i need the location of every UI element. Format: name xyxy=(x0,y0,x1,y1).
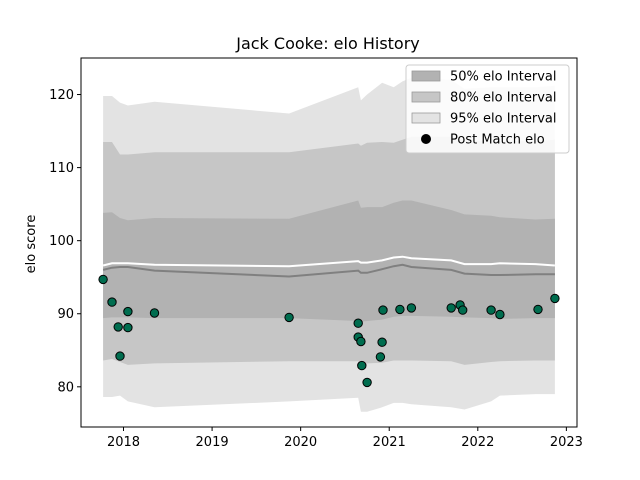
post-match-elo-point xyxy=(353,318,363,328)
post-match-elo-point xyxy=(123,306,133,317)
axes-frame xyxy=(80,57,578,428)
x-tick-label: 2022 xyxy=(461,435,494,450)
mean-elo-line xyxy=(102,255,555,268)
chart-title: Jack Cooke: elo History xyxy=(235,34,420,53)
post-match-elo-point xyxy=(375,352,386,362)
post-match-elo-point xyxy=(357,360,367,371)
post-match-elo-point xyxy=(550,293,560,304)
post-match-elo-point xyxy=(377,337,387,347)
axes: 2018 2019 2020 2021 2022 2023 80 90 100 110 120 xyxy=(49,57,583,450)
post-match-elo-point xyxy=(362,377,372,388)
legend-marker-point xyxy=(421,134,431,144)
legend-label: 50% elo Interval xyxy=(450,70,557,85)
legend-swatch-band xyxy=(411,112,441,124)
post-match-elo-point xyxy=(495,309,505,320)
y-tick-label: 120 xyxy=(49,88,74,103)
post-match-elo-point xyxy=(356,336,366,347)
x-tick-label: 2018 xyxy=(107,435,140,450)
x-tick-label: 2019 xyxy=(196,435,229,450)
post-match-elo-point xyxy=(284,312,294,323)
post-match-elo-point xyxy=(406,303,417,313)
legend-label: 95% elo Interval xyxy=(450,112,557,127)
legend-box xyxy=(405,64,570,154)
x-tick-label: 2020 xyxy=(284,435,317,450)
x-tick-label: 2023 xyxy=(550,435,583,450)
y-axis-label: elo score xyxy=(24,215,39,274)
post-match-elo-point xyxy=(533,304,543,315)
legend: 50% elo Interval 80% elo Interval 95% elo … xyxy=(405,64,570,154)
post-match-elo-point xyxy=(107,297,117,307)
post-match-elo-point xyxy=(458,305,468,315)
y-tick-label: 90 xyxy=(57,307,74,322)
y-tick-label: 110 xyxy=(49,161,74,176)
plot-area xyxy=(98,77,560,412)
post-match-elo-point xyxy=(123,322,133,333)
band-50-interval xyxy=(103,200,555,322)
post-match-elo-point xyxy=(113,322,123,332)
median-elo-line xyxy=(102,263,555,278)
post-match-elo-point xyxy=(446,303,456,313)
post-match-elo-point xyxy=(378,305,388,315)
legend-label: 80% elo Interval xyxy=(450,91,557,106)
legend-swatch-band xyxy=(411,70,441,82)
post-match-elo-point xyxy=(486,305,496,315)
y-tick-label: 80 xyxy=(57,380,74,395)
x-tick-label: 2021 xyxy=(373,435,406,450)
post-match-elo-point xyxy=(115,351,125,361)
post-match-elo-point xyxy=(98,274,108,285)
post-match-elo-point xyxy=(395,304,405,315)
legend-swatch-band xyxy=(411,91,441,103)
legend-label: Post Match elo xyxy=(450,133,545,148)
post-match-elo-point xyxy=(149,308,160,318)
y-tick-label: 100 xyxy=(49,234,74,249)
